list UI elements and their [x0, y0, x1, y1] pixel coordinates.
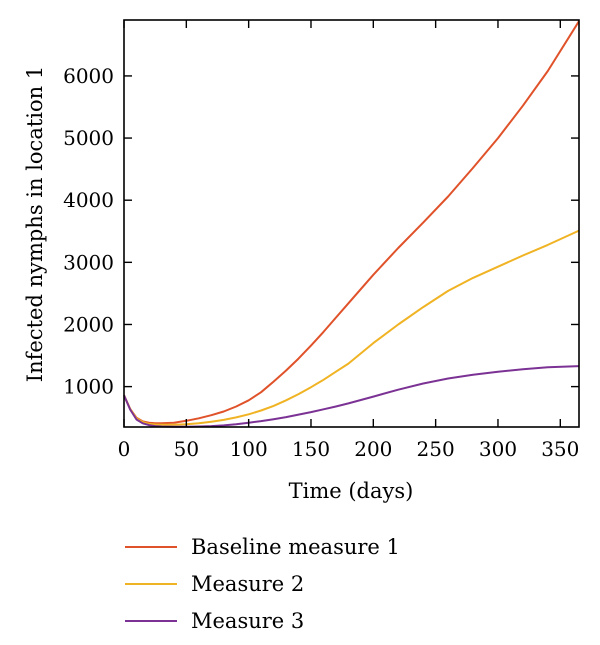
series-layer: [123, 20, 580, 428]
y-tick-label: 4000: [63, 188, 114, 212]
x-axis-title: Time (days): [289, 479, 414, 503]
legend-swatch-measure-3: [125, 619, 177, 622]
y-tick-label: 3000: [63, 250, 114, 274]
x-tick-label: 350: [541, 437, 579, 461]
series-line-3: [123, 365, 580, 428]
y-axis-title: Infected nymphs in location 1: [23, 66, 47, 382]
plot-area-frame: [123, 19, 580, 428]
x-axis: 0 50 100 150 200 250 300 350: [118, 20, 579, 461]
series-line-2: [123, 229, 580, 426]
legend-item-measure-3: Measure 3: [125, 602, 400, 639]
x-tick-label: 250: [417, 437, 455, 461]
x-tick-label: 300: [479, 437, 517, 461]
legend-label-measure-2: Measure 2: [191, 571, 305, 596]
x-tick-label: 150: [292, 437, 330, 461]
legend-item-measure-2: Measure 2: [125, 565, 400, 602]
x-tick-label: 100: [230, 437, 268, 461]
y-tick-label: 2000: [63, 312, 114, 336]
legend: Baseline measure 1 Measure 2 Measure 3: [125, 528, 400, 639]
legend-item-baseline: Baseline measure 1: [125, 528, 400, 565]
x-tick-label: 200: [354, 437, 392, 461]
legend-label-measure-3: Measure 3: [191, 608, 305, 633]
series-line-1: [123, 20, 580, 425]
x-tick-label: 0: [118, 437, 131, 461]
x-tick-label: 50: [174, 437, 199, 461]
legend-swatch-baseline: [125, 545, 177, 548]
line-chart: 0 50 100 150 200 250 300 350 1000 2000 3000 4000 50…: [23, 19, 580, 503]
y-tick-label: 5000: [63, 126, 114, 150]
y-tick-label: 1000: [63, 375, 114, 399]
y-axis: 1000 2000 3000 4000 5000 6000: [63, 64, 579, 399]
legend-swatch-measure-2: [125, 582, 177, 585]
y-tick-label: 6000: [63, 64, 114, 88]
legend-label-baseline: Baseline measure 1: [191, 534, 400, 559]
